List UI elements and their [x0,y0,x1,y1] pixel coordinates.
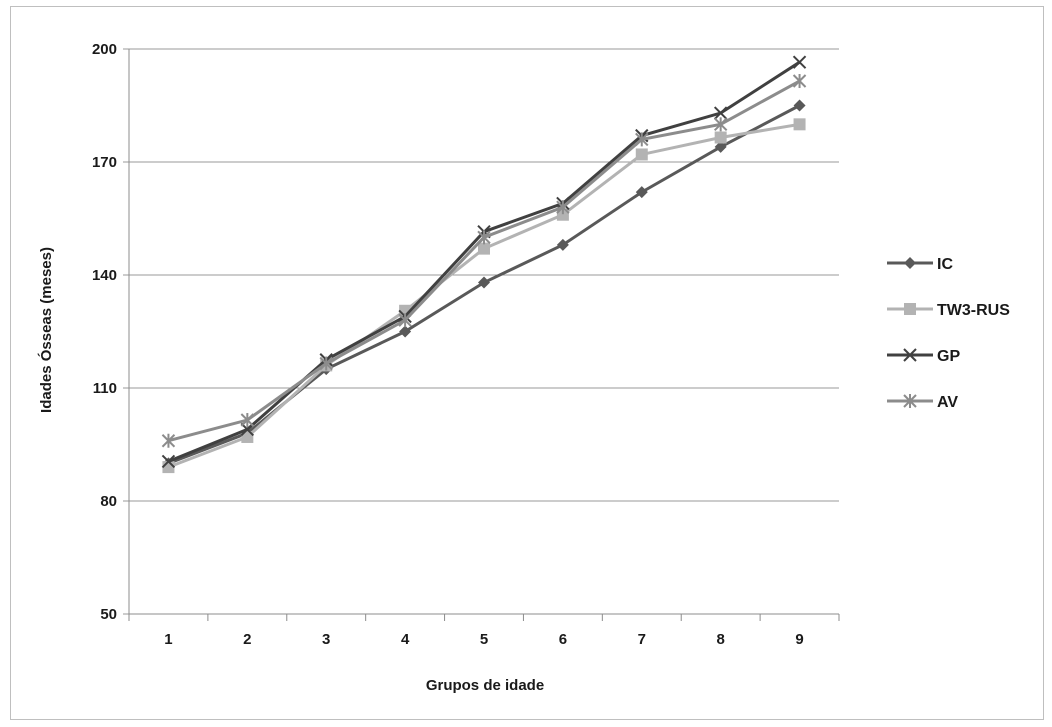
data-point-ic [478,276,490,289]
data-point-av [713,117,728,132]
x-tick-label: 2 [243,631,251,648]
data-point-tw3-rus [556,208,569,221]
data-point-ic [793,99,806,112]
series-line-av [168,79,801,443]
x-tick-label: 6 [559,631,567,648]
data-point-tw3-rus [478,242,490,255]
y-tick-label: 200 [92,41,117,58]
data-point-av [161,433,176,448]
data-point-tw3-rus [162,461,175,474]
x-tick-label: 8 [716,631,724,648]
data-point-av [240,413,255,428]
data-point-gp [792,55,807,69]
legend-item-tw3-rus: TW3-RUS [887,302,1010,319]
legend-marker [904,303,916,315]
data-point-gp [713,106,728,120]
data-point-tw3-rus [714,131,727,144]
legend-marker [903,394,917,408]
data-point-ic [635,186,648,199]
legend-item-av: AV [887,394,958,411]
x-tick-label: 1 [164,631,172,648]
gridlines [123,48,839,615]
legend-label: TW3-RUS [937,302,1010,319]
legend-marker [903,348,917,362]
legend-label: IC [937,256,953,273]
data-point-av [477,230,491,245]
y-tick-label: 110 [93,380,117,397]
chart-frame: 50 80 110 140 170 200 1 2 3 4 5 6 7 8 9 IC TW3-RUS GP AV … [10,6,1044,720]
x-tick-label: 5 [480,631,488,648]
y-tick-label: 80 [100,493,117,510]
y-tick-label: 170 [92,154,117,171]
legend-label: GP [937,348,960,365]
x-tick-label: 4 [401,631,410,648]
axes: 50 80 110 140 170 200 1 2 3 4 5 6 7 8 9 [92,41,840,648]
data-point-av [635,132,649,147]
data-point-ic [714,140,727,153]
y-tick-label: 50 [100,606,117,623]
data-point-ic [399,325,412,338]
data-point-tw3-rus [793,118,806,131]
data-point-tw3-rus [241,430,254,443]
data-point-av [398,313,412,328]
data-point-av [792,74,807,89]
series-lines [161,55,807,474]
legend-label: AV [937,394,958,411]
data-point-tw3-rus [635,148,648,161]
data-point-gp [240,422,255,437]
legend-item-gp: GP [887,348,960,365]
x-axis-title: Grupos de idade [426,677,544,694]
y-axis-title: Idades Ósseas (meses) [37,247,55,413]
legend: IC TW3-RUS GP AV [887,256,1010,411]
legend-marker [904,257,916,269]
x-tick-label: 7 [638,631,646,648]
data-point-ic [556,238,569,251]
legend-item-ic: IC [887,256,953,273]
y-tick-label: 140 [92,267,117,284]
data-point-av [319,356,333,371]
x-tick-label: 3 [322,631,330,648]
data-point-av [556,200,570,215]
series-line-gp [167,60,801,463]
x-tick-label: 9 [795,631,803,648]
data-point-gp [161,454,176,469]
